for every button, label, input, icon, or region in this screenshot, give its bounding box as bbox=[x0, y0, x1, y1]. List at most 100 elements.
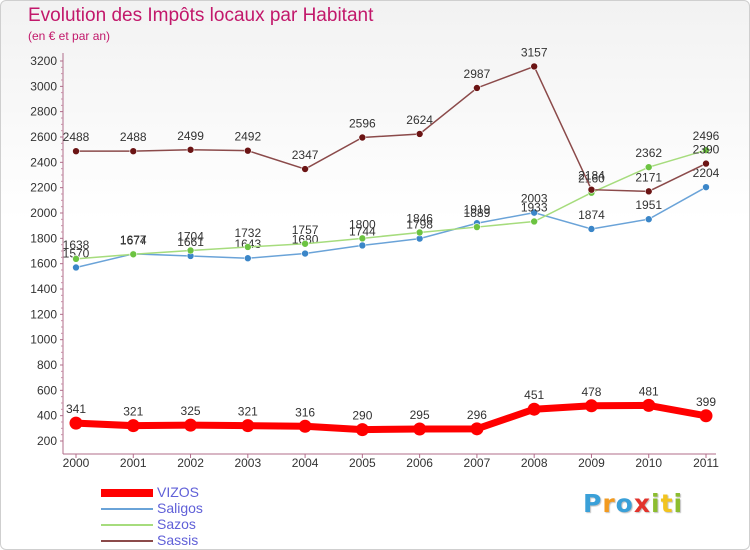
data-point-sassis bbox=[587, 185, 596, 194]
legend-swatch bbox=[101, 540, 153, 542]
data-label-saligos: 1661 bbox=[177, 235, 204, 249]
data-point-saligos bbox=[358, 241, 367, 250]
y-tick-label: 400 bbox=[37, 409, 57, 423]
series-line-saligos bbox=[75, 186, 707, 269]
y-tick-label: 1600 bbox=[30, 257, 57, 271]
brand-letter: t bbox=[660, 489, 674, 518]
data-label-sazos: 2362 bbox=[635, 146, 662, 160]
x-tick-label: 2000 bbox=[63, 456, 90, 470]
data-label-vizos: 296 bbox=[467, 408, 487, 422]
data-point-sassis bbox=[129, 147, 138, 155]
data-point-saligos bbox=[72, 263, 80, 272]
data-point-sassis bbox=[72, 147, 80, 155]
brand-letter: o bbox=[615, 489, 634, 518]
data-point-sassis bbox=[530, 62, 538, 71]
data-label-vizos: 478 bbox=[581, 385, 601, 399]
y-tick-label: 2000 bbox=[30, 206, 57, 220]
x-tick-label: 2009 bbox=[578, 456, 605, 470]
brand-letter: x bbox=[633, 489, 651, 518]
data-label-sassis: 2499 bbox=[177, 129, 204, 143]
data-point-sazos bbox=[415, 228, 424, 237]
legend-label: Saligos bbox=[157, 500, 203, 516]
data-label-sazos: 2496 bbox=[693, 129, 720, 143]
data-label-vizos: 481 bbox=[639, 384, 659, 398]
data-label-saligos: 1951 bbox=[635, 198, 662, 212]
x-tick-label: 2004 bbox=[292, 456, 319, 470]
data-point-vizos bbox=[642, 398, 656, 412]
data-point-saligos bbox=[587, 225, 596, 233]
data-point-saligos bbox=[301, 249, 309, 258]
data-point-sassis bbox=[702, 159, 710, 168]
x-tick-label: 2001 bbox=[120, 456, 147, 470]
data-label-vizos: 295 bbox=[410, 408, 430, 422]
brand-letter: i bbox=[651, 489, 661, 518]
data-point-sassis bbox=[473, 84, 481, 92]
brand-letter: P bbox=[583, 489, 603, 518]
y-tick-label: 2800 bbox=[30, 105, 57, 119]
y-tick-label: 1800 bbox=[30, 231, 57, 245]
data-label-sassis: 3157 bbox=[521, 45, 548, 59]
data-point-vizos bbox=[527, 402, 541, 416]
y-tick-label: 2400 bbox=[30, 155, 57, 169]
data-label-sazos: 1846 bbox=[406, 212, 433, 226]
data-label-vizos: 316 bbox=[295, 405, 315, 419]
data-label-sassis: 2492 bbox=[234, 130, 261, 144]
data-point-saligos bbox=[244, 254, 252, 263]
data-label-vizos: 321 bbox=[238, 405, 258, 419]
data-label-sassis: 2596 bbox=[349, 117, 376, 131]
data-label-vizos: 341 bbox=[66, 402, 86, 416]
data-label-vizos: 399 bbox=[696, 395, 716, 409]
chart-title: Evolution des Impôts locaux par Habitant bbox=[28, 5, 374, 26]
data-point-sassis bbox=[415, 130, 424, 138]
x-tick-label: 2011 bbox=[693, 456, 719, 470]
data-label-sazos: 1704 bbox=[177, 229, 204, 243]
brand-logo: Proxiti bbox=[583, 489, 683, 518]
legend-swatch bbox=[101, 524, 153, 526]
x-tick-label: 2006 bbox=[406, 456, 433, 470]
legend-label: Sazos bbox=[157, 516, 196, 532]
data-point-vizos bbox=[470, 422, 484, 436]
data-point-vizos bbox=[355, 423, 369, 437]
data-label-sassis: 2184 bbox=[578, 169, 605, 183]
brand-letter: r bbox=[602, 489, 616, 518]
y-tick-label: 3000 bbox=[30, 79, 57, 93]
data-point-sassis bbox=[186, 145, 195, 154]
legend-label: VIZOS bbox=[157, 484, 200, 500]
data-point-vizos bbox=[699, 409, 713, 423]
x-tick-label: 2005 bbox=[349, 456, 376, 470]
series-line-sassis bbox=[76, 65, 707, 193]
data-label-sazos: 1933 bbox=[521, 200, 548, 214]
data-point-sazos bbox=[129, 250, 138, 259]
data-point-sazos bbox=[244, 243, 252, 251]
data-label-sassis: 2347 bbox=[292, 148, 319, 162]
data-label-sassis: 2390 bbox=[693, 143, 720, 157]
data-label-saligos: 1570 bbox=[63, 246, 90, 260]
data-point-sazos bbox=[530, 217, 538, 226]
data-point-sassis bbox=[244, 146, 252, 155]
data-point-vizos bbox=[584, 399, 598, 413]
y-tick-label: 800 bbox=[37, 358, 57, 372]
data-label-sazos: 1889 bbox=[464, 206, 491, 220]
brand-letter: i bbox=[673, 489, 684, 518]
data-point-vizos bbox=[126, 419, 140, 433]
data-label-saligos: 1919 bbox=[464, 202, 491, 216]
x-tick-label: 2007 bbox=[464, 456, 491, 470]
x-tick-label: 2003 bbox=[234, 456, 261, 470]
y-tick-label: 1000 bbox=[30, 333, 57, 347]
data-label-sazos: 1757 bbox=[292, 223, 319, 237]
data-label-sazos: 1638 bbox=[63, 238, 90, 252]
data-label-saligos: 1874 bbox=[578, 208, 605, 222]
data-point-vizos bbox=[241, 419, 255, 433]
data-label-vizos: 290 bbox=[352, 409, 372, 423]
data-label-sassis: 2624 bbox=[406, 113, 433, 127]
x-tick-label: 2010 bbox=[635, 456, 662, 470]
data-point-vizos bbox=[298, 419, 312, 433]
data-label-vizos: 321 bbox=[123, 405, 143, 419]
data-label-vizos: 451 bbox=[524, 388, 544, 402]
legend-swatch bbox=[101, 508, 153, 510]
data-label-saligos: 1677 bbox=[120, 233, 147, 247]
y-tick-label: 3200 bbox=[30, 54, 57, 68]
data-point-saligos bbox=[644, 215, 653, 224]
